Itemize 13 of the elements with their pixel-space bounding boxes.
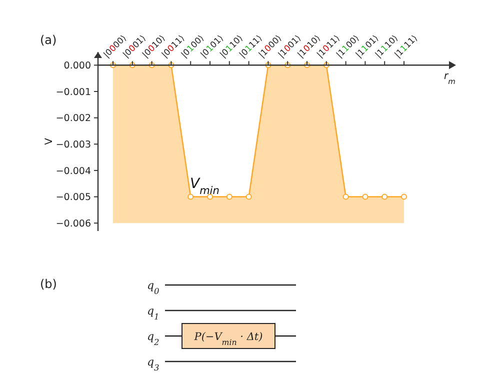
x-axis-title: r$_{m}$: [444, 71, 456, 86]
y-tick-label: −0.002: [56, 113, 91, 124]
y-tick-label: −0.003: [56, 139, 91, 150]
y-tick-label: −0.001: [56, 86, 91, 98]
y-tick-label: −0.004: [56, 166, 91, 177]
circuit-diagram: q$_{0}$ q$_{1}$ q$_{2}$ q$_{3}$ P(−V$_{min}$ · Δt): [147, 279, 296, 372]
annotation: V$_{min}$: [190, 176, 220, 197]
y-axis-title: V: [44, 138, 55, 145]
y-tick-label: −0.006: [56, 218, 91, 230]
chart-title: (a): [40, 33, 57, 47]
y-tick-label: −0.005: [56, 192, 91, 204]
text: (b): [40, 277, 57, 291]
y-tick-label: 0.000: [64, 60, 91, 72]
